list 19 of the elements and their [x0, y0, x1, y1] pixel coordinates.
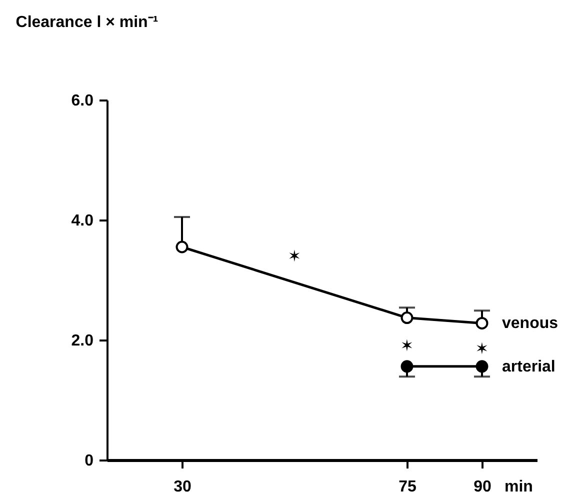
y-tick-label: 2.0: [71, 332, 94, 350]
y-tick-label: 4.0: [71, 212, 94, 230]
chart-title: Clearance l × min⁻¹: [16, 14, 158, 31]
x-tick-label: 75: [398, 478, 416, 496]
annotation: ✶: [288, 246, 302, 266]
y-tick-label: 0: [84, 452, 94, 470]
series-label: arterial: [502, 358, 556, 376]
x-tick-label: 90: [474, 478, 492, 496]
point: [400, 360, 414, 373]
point: [176, 240, 188, 254]
series-label: venous: [502, 315, 558, 332]
point: [476, 316, 488, 330]
point: [400, 312, 414, 324]
x-tick-label: 30: [174, 478, 192, 496]
annotation: ✶: [475, 338, 489, 358]
annotation: ✶: [400, 336, 414, 356]
x-axis-title: min: [504, 478, 533, 496]
y-tick-label: 6.0: [71, 92, 94, 110]
point: [476, 360, 488, 373]
